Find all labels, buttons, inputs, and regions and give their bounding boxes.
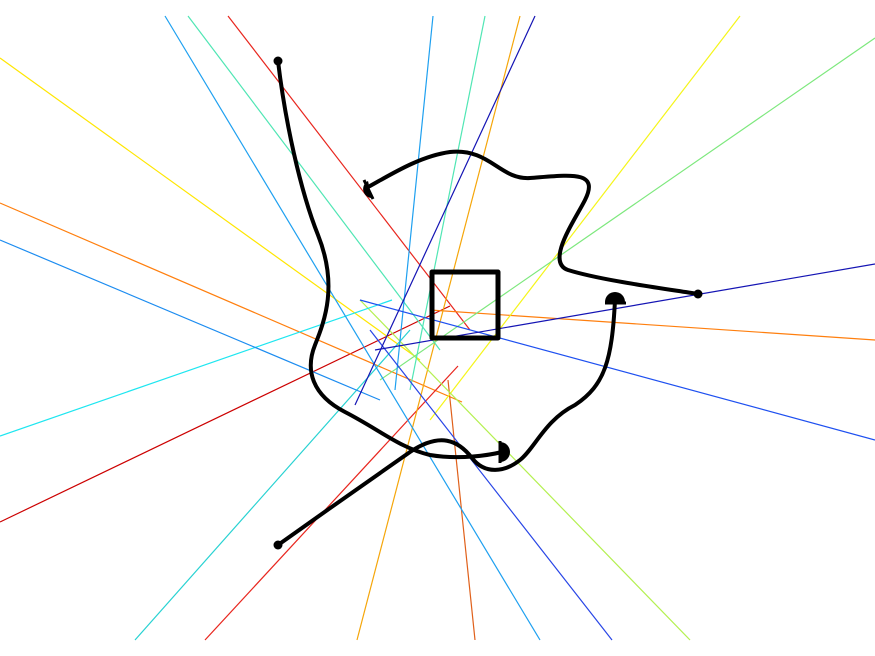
path-top-left-wiggle <box>276 59 504 460</box>
path-right-loop <box>368 149 700 296</box>
line-orange-2 <box>0 202 463 403</box>
line-sky-blue-16 <box>164 15 541 641</box>
line-lemon-8 <box>429 15 741 421</box>
line-sky-blue-15 <box>394 15 434 391</box>
line-azure-17 <box>0 239 381 401</box>
line-cyan-13 <box>0 299 393 437</box>
line-blue-18 <box>359 299 875 441</box>
line-light-green-10 <box>379 37 875 381</box>
line-navy-20 <box>354 15 536 406</box>
square-icon <box>429 269 501 341</box>
endpoints-layer <box>273 56 703 550</box>
dot-icon <box>273 540 283 550</box>
colored-lines-layer <box>0 15 875 641</box>
line-red-5 <box>204 365 459 641</box>
dot-icon <box>693 289 703 299</box>
black-paths-layer <box>276 59 700 547</box>
line-amber-6 <box>356 15 521 641</box>
line-yellow-7 <box>0 57 421 361</box>
cap-bar <box>362 179 375 200</box>
semicircle-cap-icon <box>500 442 510 462</box>
line-orange-3 <box>429 309 875 341</box>
line-royal-blue-19 <box>369 329 613 641</box>
line-lime-9 <box>359 299 691 641</box>
line-mint-11 <box>187 15 441 351</box>
semicircle-cap-icon <box>605 292 625 302</box>
path-bottom-wiggle <box>276 298 617 547</box>
line-mint-12 <box>409 15 486 391</box>
dot-icon <box>273 56 283 66</box>
line-turquoise-14 <box>134 329 411 641</box>
line-dark-red-1 <box>0 305 451 523</box>
